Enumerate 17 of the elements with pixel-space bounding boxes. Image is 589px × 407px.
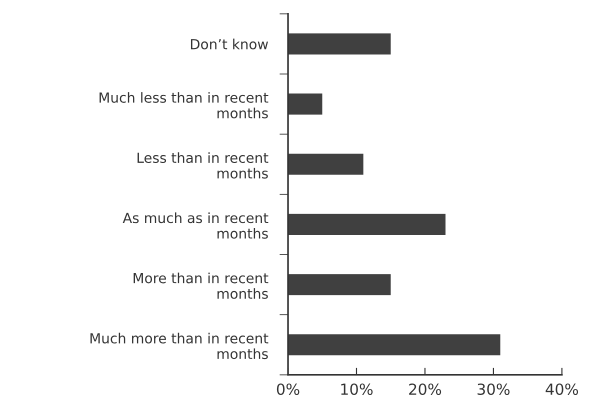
bar: [288, 334, 500, 356]
bar: [288, 33, 391, 54]
y-tick-label: Much less than in recent months: [100, 92, 268, 118]
x-tick-label: 10%: [341, 383, 373, 396]
bar: [288, 154, 364, 175]
x-tick-label: 40%: [546, 383, 578, 396]
x-tick-label: 20%: [409, 383, 442, 396]
y-tick-label: Don’t know: [190, 38, 268, 50]
y-tick-label: Much more than in recent months: [90, 332, 268, 360]
x-tick-label: 30%: [478, 383, 510, 396]
y-tick-label: As much as in recent months: [122, 212, 268, 239]
x-tick-label: 0%: [276, 383, 300, 396]
y-tick-label: Less than in recent months: [138, 152, 268, 179]
y-tick-label: More than in recent months: [134, 272, 268, 299]
bar: [288, 274, 391, 296]
bar: [288, 94, 322, 115]
bar: [288, 214, 446, 235]
